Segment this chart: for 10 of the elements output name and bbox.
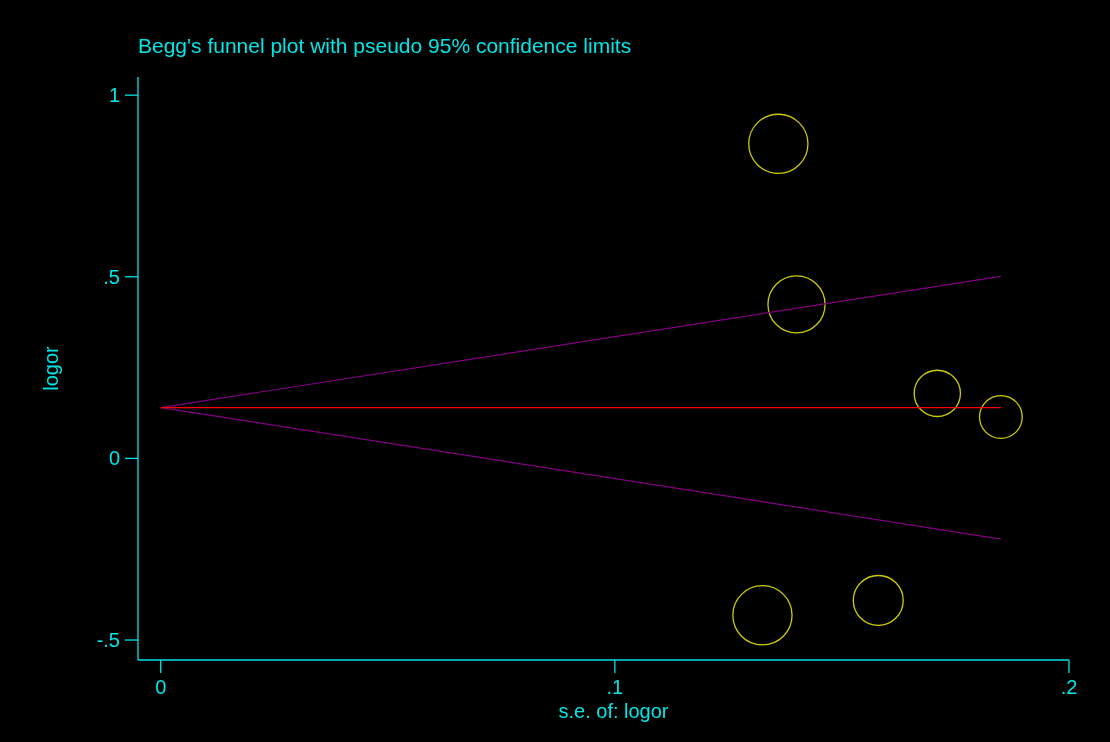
y-tick-label: 1 [108, 84, 120, 107]
x-tick-label: .1 [606, 676, 624, 698]
y-tick-label: .5 [103, 265, 120, 288]
x-tick-label: 0 [155, 676, 167, 698]
x-tick-label: .2 [1060, 676, 1078, 698]
y-axis-title: logor [40, 345, 62, 391]
y-tick-label: 0 [108, 447, 120, 470]
x-axis-title: s.e. of: logor [558, 700, 669, 722]
y-tick-label: -.5 [96, 629, 120, 652]
chart-title: Begg's funnel plot with pseudo 95% confidence limits [138, 34, 632, 57]
